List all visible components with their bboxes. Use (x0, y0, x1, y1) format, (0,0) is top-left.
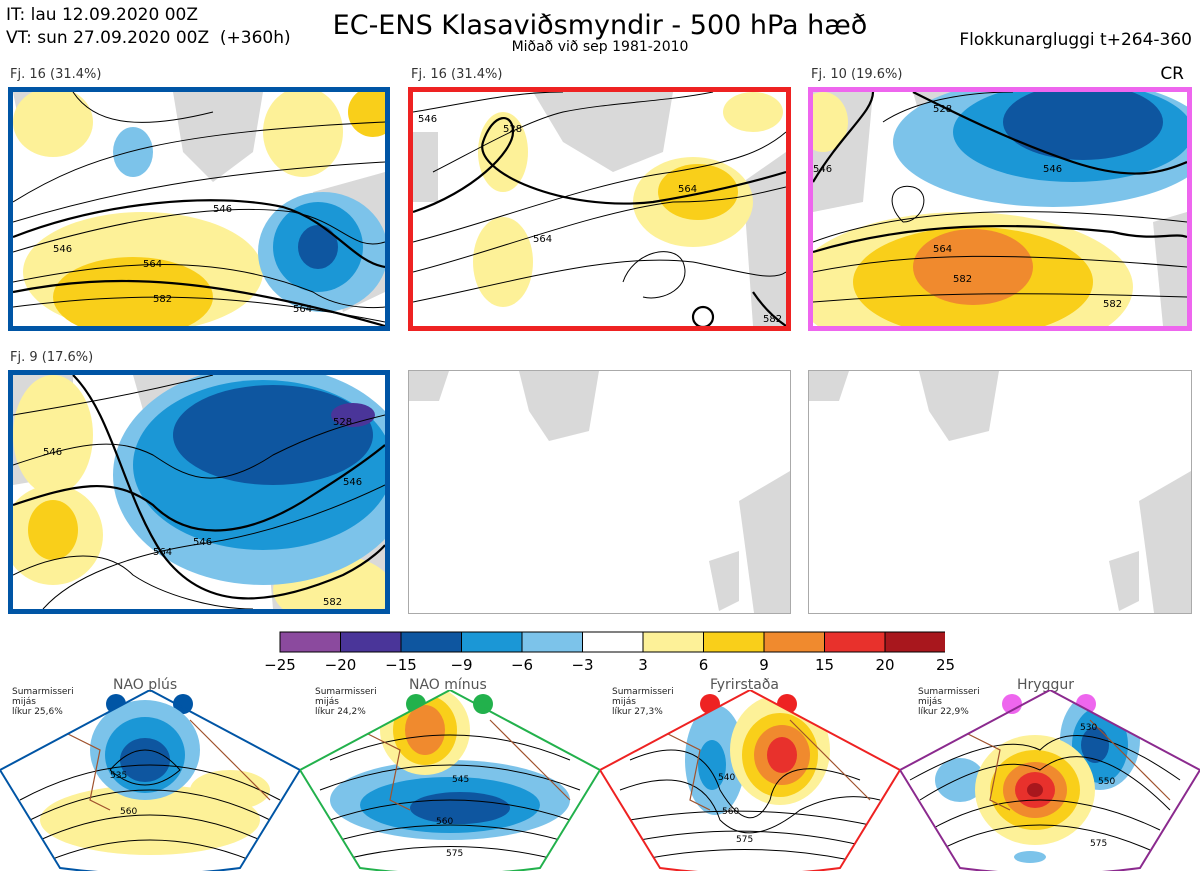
colorbar-tick: −25 (264, 656, 296, 674)
contour-label: 582 (1103, 299, 1122, 310)
colorbar-cell (461, 631, 523, 653)
page-subtitle: Miðað við sep 1981-2010 (511, 39, 689, 55)
contour-label: 530 (1080, 723, 1097, 733)
colorbar-tick: 6 (698, 656, 709, 674)
contour-label: 575 (736, 835, 753, 845)
panel-1-label: Fj. 16 (31.4%) (10, 67, 102, 82)
regime-dot-ridge-1 (1002, 694, 1022, 714)
contour-label: 564 (293, 304, 312, 315)
classification-window: Flokkunargluggi t+264-360 (959, 30, 1192, 50)
valid-time: VT: sun 27.09.2020 00Z (+360h) (6, 28, 291, 48)
colorbar-cell (642, 631, 704, 653)
contour-label: 540 (718, 773, 735, 783)
panel-4-label: Fj. 9 (17.6%) (10, 350, 94, 365)
contour-label: 546 (1043, 164, 1062, 175)
page-title: EC-ENS Klasaviðsmyndir - 500 hPa hæð (332, 10, 868, 41)
contour-label: 564 (533, 234, 552, 245)
regime-info-nao-plus: Sumarmisseri mijás líkur 25,6% (12, 687, 74, 717)
regime-name-nao-plus: NAO plús (113, 677, 178, 693)
contour-label: 564 (933, 244, 952, 255)
empty-map-6 (808, 370, 1192, 614)
contour-label: 546 (193, 537, 212, 548)
contour-label: 582 (323, 597, 342, 608)
colorbar-cell (340, 631, 402, 653)
header-times: IT: lau 12.09.2020 00Z VT: sun 27.09.2020… (6, 4, 291, 50)
regime-name-ridge: Hryggur (1017, 677, 1074, 693)
contour-label: 575 (1090, 839, 1107, 849)
contour-label: 564 (143, 259, 162, 270)
cluster-map-2: 546 528 564 564 582 (408, 87, 791, 331)
regime-dot-nao-plus-2 (173, 694, 193, 714)
contour-label: 550 (1098, 777, 1115, 787)
colorbar-cell (884, 631, 945, 653)
regime-map-ridge: 530 550 575 (900, 690, 1200, 871)
colorbar-cell (400, 631, 462, 653)
empty-map-5 (408, 370, 791, 614)
contour-label: 546 (53, 244, 72, 255)
contour-label: 582 (153, 294, 172, 305)
colorbar-cell (279, 631, 341, 653)
contour-label: 535 (110, 771, 127, 781)
colorbar-tick: 3 (638, 656, 648, 674)
regime-info-nao-minus: Sumarmisseri mijás líkur 24,2% (315, 687, 377, 717)
contour-label: 546 (213, 204, 232, 215)
colorbar-cell (703, 631, 765, 653)
colorbar-tick: −6 (510, 656, 534, 674)
contour-label: 575 (446, 849, 463, 859)
colorbar-cell (763, 631, 825, 653)
colorbar (279, 631, 945, 653)
panel-2-label: Fj. 16 (31.4%) (411, 67, 503, 82)
colorbar-tick: −15 (385, 656, 417, 674)
cluster-map-4: 546 528 546 564 546 582 (8, 370, 390, 614)
colorbar-cell (824, 631, 886, 653)
contour-label: 582 (953, 274, 972, 285)
colorbar-tick: −20 (324, 656, 357, 674)
contour-label: 528 (933, 104, 952, 115)
regime-name-nao-minus: NAO mínus (409, 677, 487, 693)
colorbar-tick: 20 (875, 656, 895, 674)
contour-label: 546 (343, 477, 362, 488)
contour-label: 528 (503, 124, 522, 135)
contour-label: 545 (452, 775, 469, 785)
regime-map-blocking: 540 560 575 (600, 690, 900, 871)
contour-label: 546 (418, 114, 437, 125)
cr-label: CR (1160, 64, 1184, 84)
colorbar-tick: 15 (814, 656, 835, 674)
colorbar-tick: −9 (450, 656, 473, 674)
colorbar-tick: 9 (759, 656, 769, 674)
contour-label: 528 (333, 417, 352, 428)
colorbar-cell (582, 631, 644, 653)
regime-info-blocking: Sumarmisseri mijás líkur 27,3% (612, 687, 674, 717)
regime-map-nao-minus: 545 560 575 (300, 690, 600, 871)
contour-label: 560 (722, 807, 739, 817)
regime-info-ridge: Sumarmisseri mijás líkur 22,9% (918, 687, 980, 717)
cluster-map-1: 546 564 582 564 546 (8, 87, 390, 331)
contour-label: 546 (813, 164, 832, 175)
contour-label: 582 (763, 314, 782, 325)
regime-name-blocking: Fyrirstaða (710, 677, 779, 693)
regime-map-nao-plus: 535 560 (0, 690, 300, 871)
initial-time: IT: lau 12.09.2020 00Z (6, 5, 198, 25)
contour-label: 560 (436, 817, 453, 827)
contour-label: 564 (153, 547, 172, 558)
contour-label: 560 (120, 807, 137, 817)
colorbar-cell (521, 631, 583, 653)
regime-dot-nao-minus-2 (473, 694, 493, 714)
colorbar-tick: 25 (935, 656, 956, 674)
panel-3-label: Fj. 10 (19.6%) (811, 67, 903, 82)
cluster-map-3: 546 528 546 564 582 582 (808, 87, 1192, 331)
contour-label: 546 (43, 447, 62, 458)
colorbar-tick: −3 (571, 656, 594, 674)
contour-label: 564 (678, 184, 697, 195)
